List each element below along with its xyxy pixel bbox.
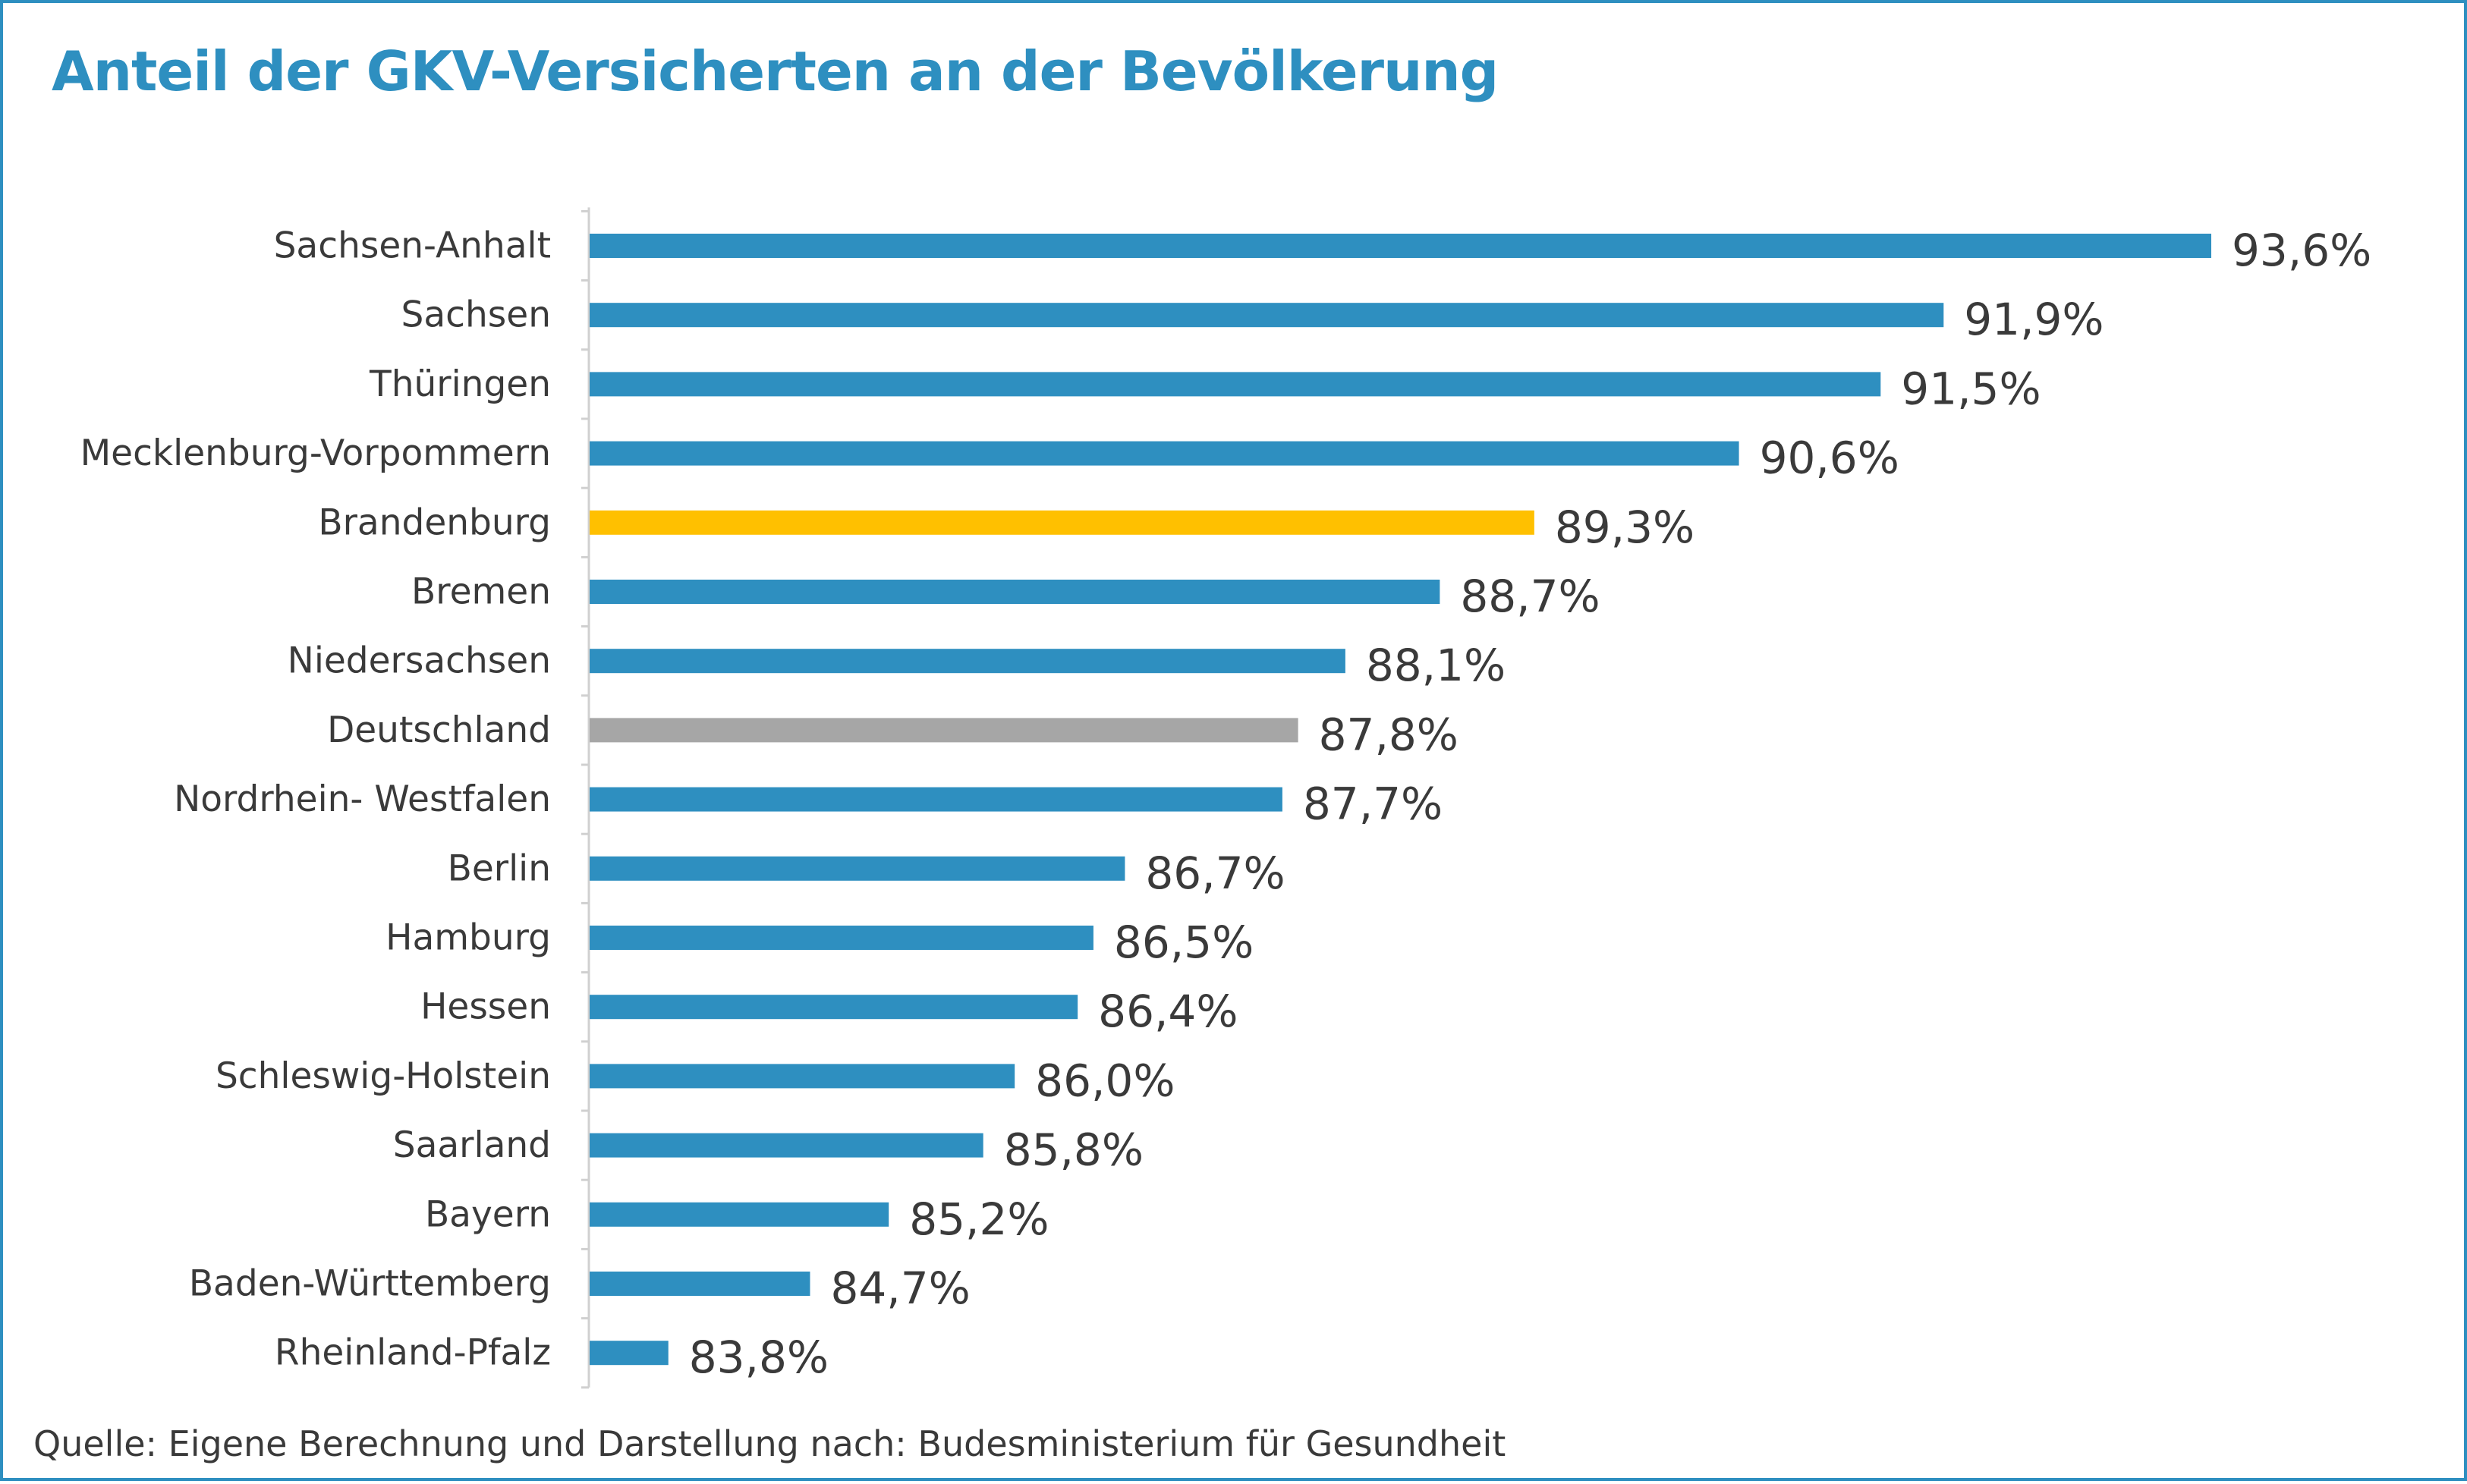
category-label: Baden-Württemberg — [189, 1263, 551, 1305]
bar — [590, 856, 1125, 881]
category-label: Hamburg — [385, 917, 551, 959]
value-label: 90,6% — [1760, 432, 1899, 484]
bar — [590, 234, 2211, 258]
bar — [590, 510, 1534, 535]
category-label: Brandenburg — [318, 501, 551, 543]
value-label: 91,5% — [1901, 363, 2041, 414]
bar — [590, 580, 1440, 604]
category-label: Saarland — [393, 1124, 551, 1166]
value-label: 88,7% — [1460, 571, 1600, 622]
bar — [590, 372, 1881, 397]
value-label: 86,7% — [1145, 847, 1285, 899]
value-label: 89,3% — [1555, 501, 1694, 553]
bar — [590, 926, 1093, 950]
bar — [590, 1341, 669, 1366]
bar — [590, 441, 1739, 466]
source-note: Quelle: Eigene Berechnung und Darstellun… — [33, 1423, 1506, 1464]
category-label: Bayern — [425, 1193, 551, 1235]
value-label: 86,0% — [1035, 1055, 1175, 1106]
value-label: 85,8% — [1004, 1124, 1144, 1176]
category-label: Thüringen — [369, 363, 551, 405]
bar — [590, 303, 1944, 328]
bar — [590, 1064, 1015, 1089]
value-label: 87,7% — [1303, 778, 1443, 830]
category-label: Bremen — [411, 571, 551, 613]
category-label: Deutschland — [327, 709, 551, 751]
value-label: 86,4% — [1098, 986, 1238, 1037]
category-label: Rheinland-Pfalz — [275, 1332, 551, 1374]
value-label: 91,9% — [1964, 294, 2104, 345]
value-label: 93,6% — [2232, 225, 2371, 276]
chart-title: Anteil der GKV-Versicherten an der Bevöl… — [52, 39, 1499, 103]
bar-chart: Sachsen-Anhalt 93,6% Sachsen 91,9% Thüringen… — [80, 207, 2371, 1389]
category-label: Nordrhein- Westfalen — [174, 778, 551, 820]
bar — [590, 995, 1078, 1020]
bar — [590, 787, 1282, 812]
bar — [590, 1272, 810, 1296]
bar — [590, 649, 1345, 674]
category-label: Sachsen-Anhalt — [274, 225, 551, 267]
value-label: 87,8% — [1319, 709, 1458, 760]
category-label: Schleswig-Holstein — [216, 1055, 551, 1097]
value-label: 83,8% — [689, 1332, 829, 1383]
category-label: Hessen — [420, 986, 551, 1028]
bar — [590, 1202, 889, 1227]
category-label: Sachsen — [401, 294, 551, 336]
value-label: 84,7% — [830, 1262, 970, 1314]
bar — [590, 1133, 983, 1158]
value-label: 86,5% — [1114, 916, 1254, 968]
value-label: 85,2% — [909, 1193, 1049, 1245]
category-label: Mecklenburg-Vorpommern — [80, 432, 551, 474]
value-label: 88,1% — [1366, 640, 1506, 691]
category-label: Niedersachsen — [288, 640, 551, 682]
category-label: Berlin — [448, 847, 551, 889]
bar — [590, 718, 1298, 743]
